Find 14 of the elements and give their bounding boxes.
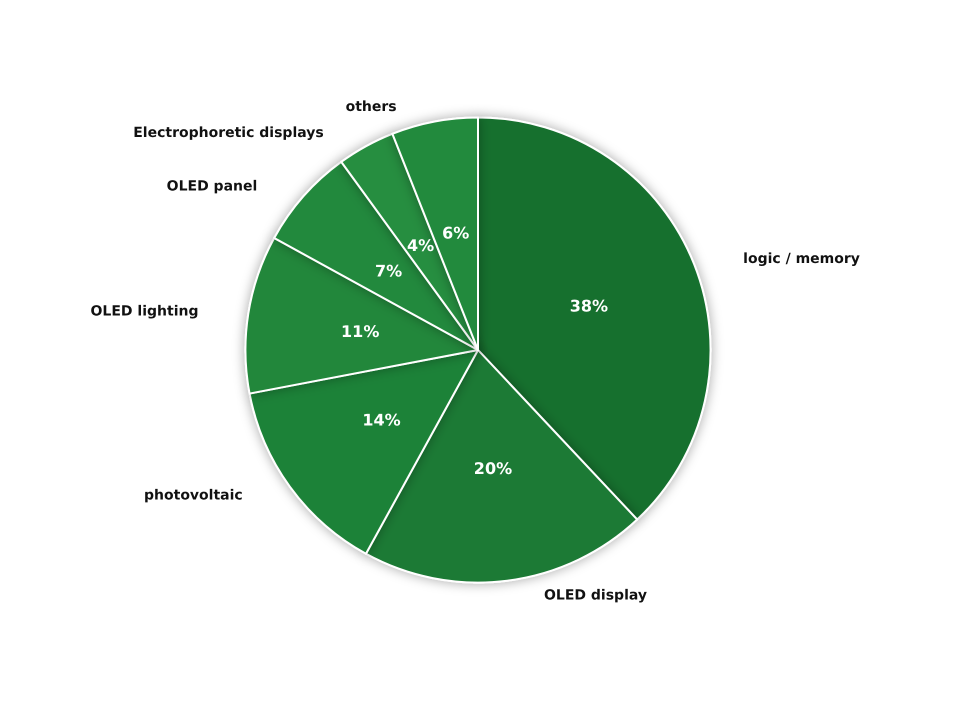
slice-label: logic / memory	[743, 250, 860, 267]
data-label: 14%	[362, 410, 401, 430]
slice-label: photovoltaic	[144, 488, 243, 504]
slice-label: OLED lighting	[90, 303, 198, 320]
data-label: 11%	[341, 322, 380, 341]
data-label: 38%	[570, 296, 608, 316]
data-label: 6%	[442, 223, 470, 242]
slice-label: OLED display	[544, 588, 648, 604]
data-label: 4%	[406, 236, 434, 255]
slice-label: Electrophoretic displays	[133, 125, 324, 142]
slice-label: OLED panel	[166, 178, 258, 194]
data-label: 20%	[474, 458, 512, 478]
data-label: 7%	[374, 262, 402, 281]
slice-label: others	[346, 98, 397, 115]
